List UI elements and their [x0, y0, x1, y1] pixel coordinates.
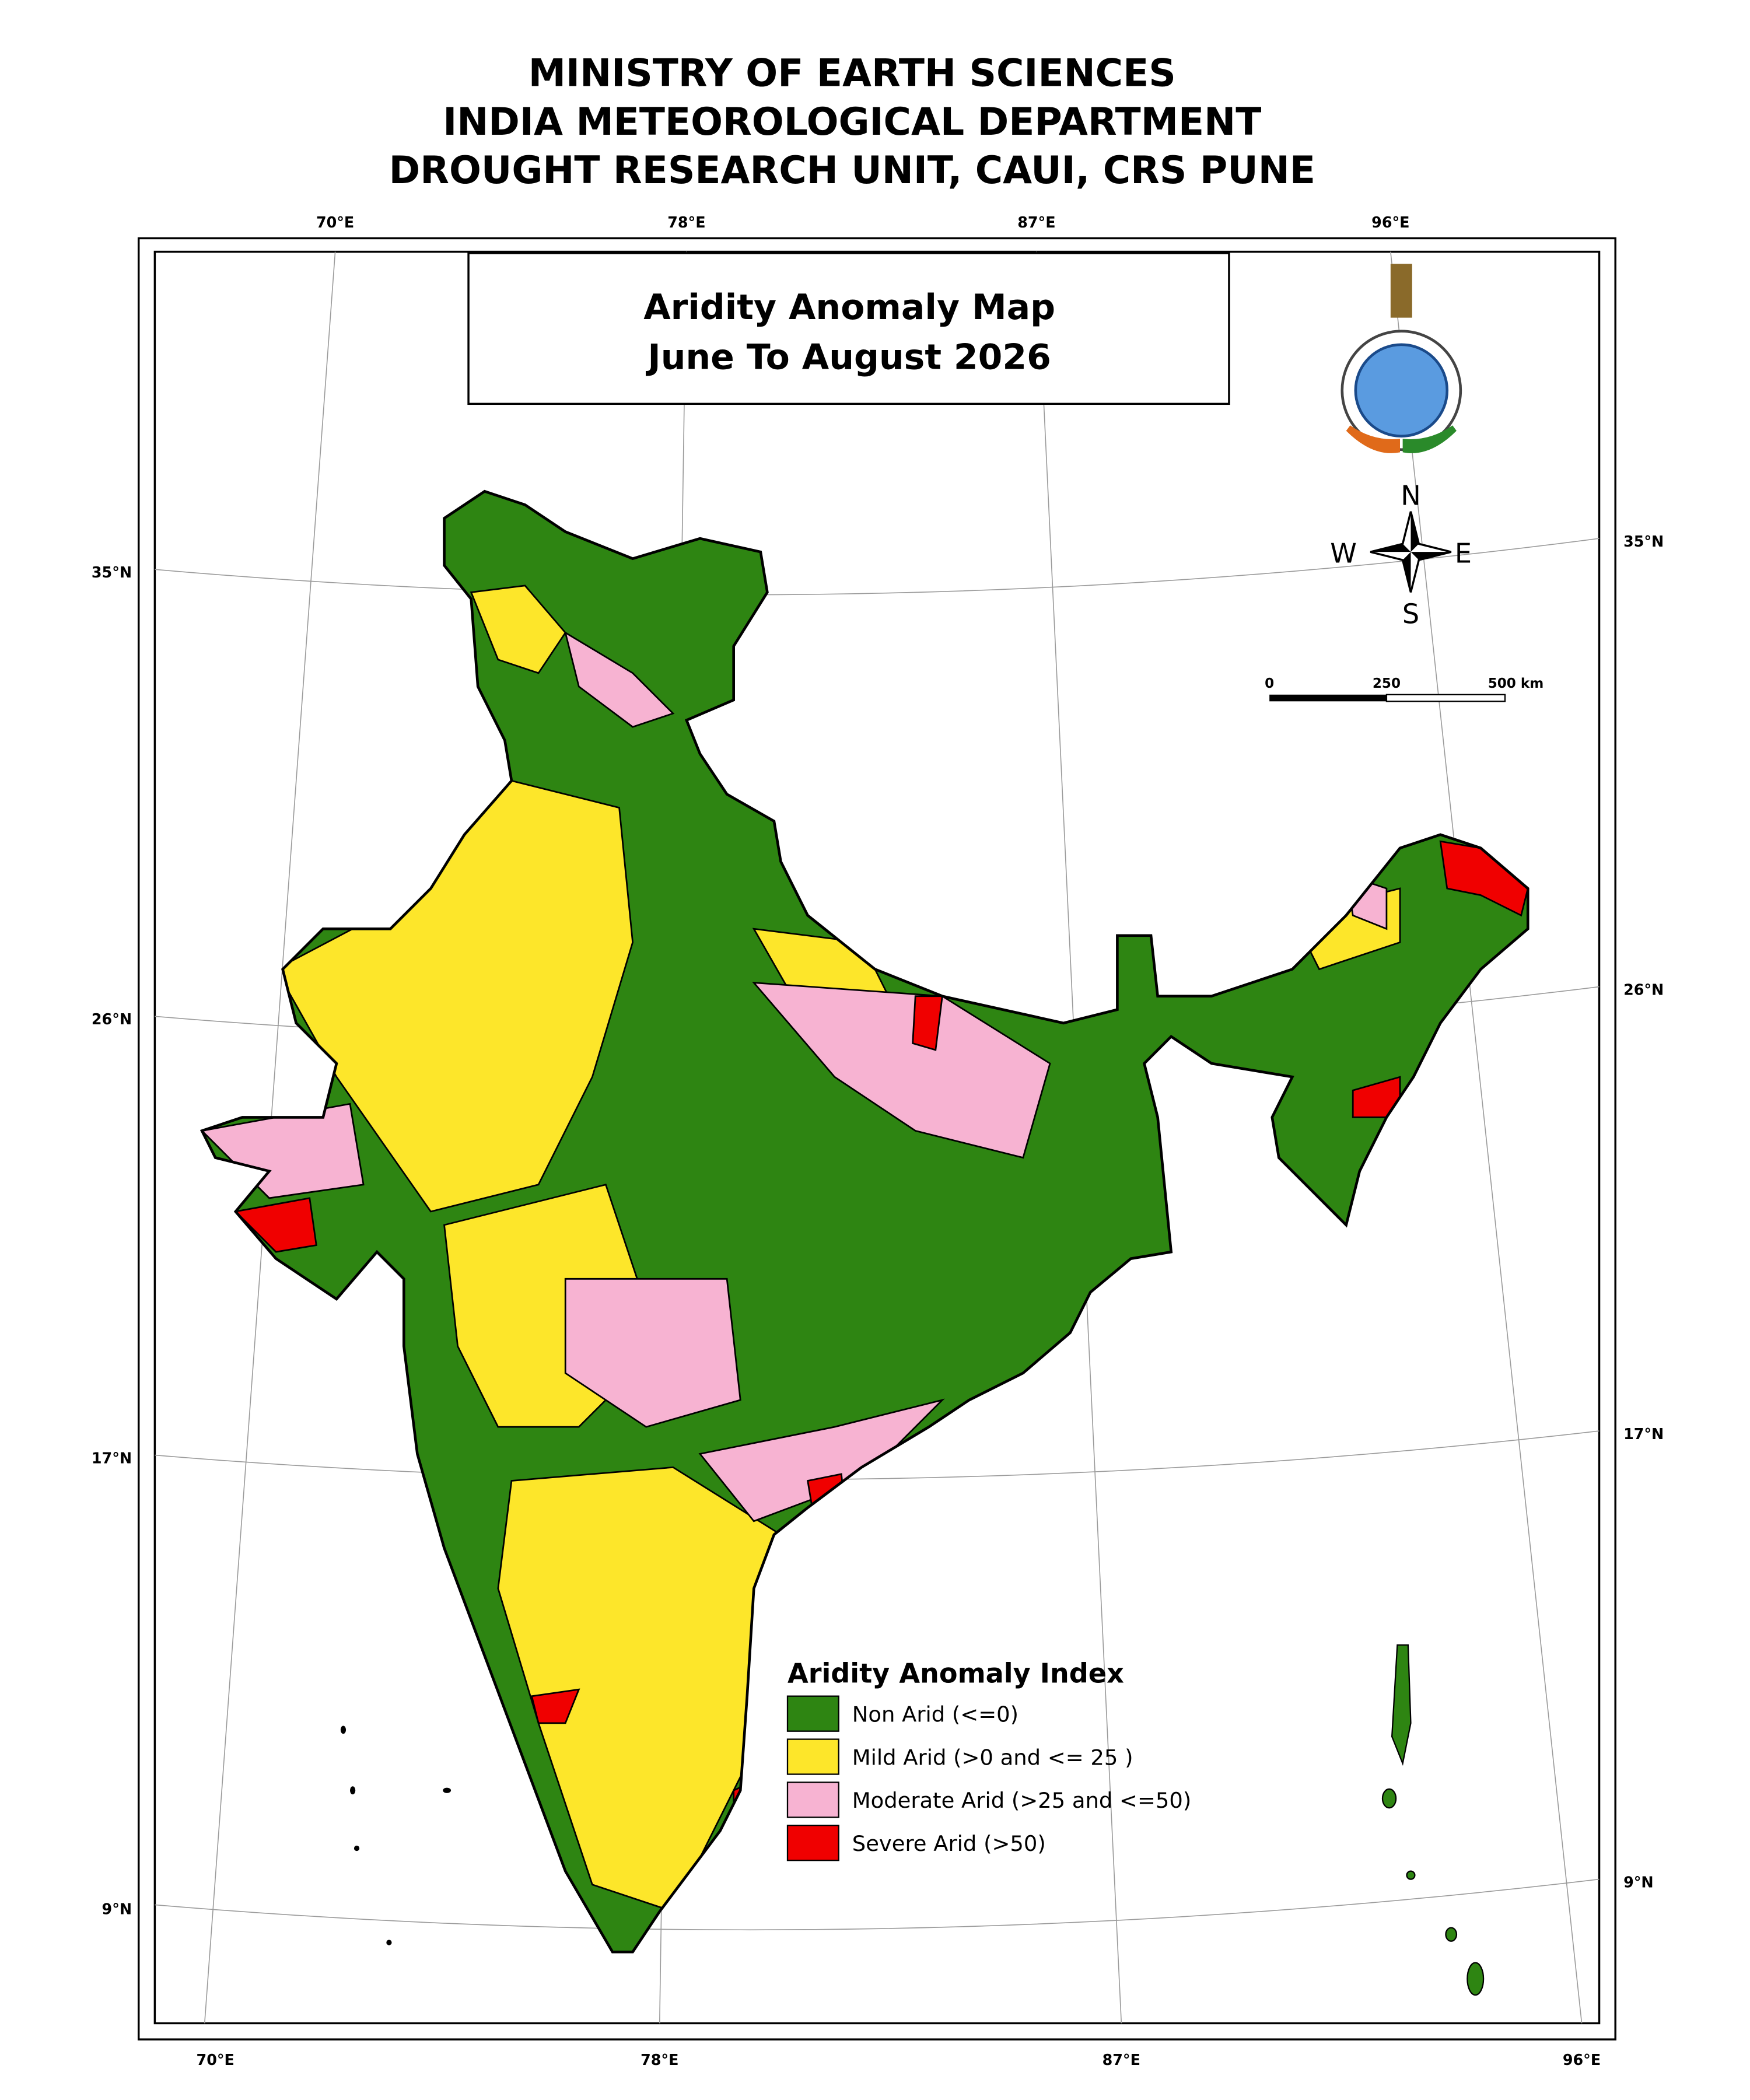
legend-label: Moderate Arid (>25 and <=50) [852, 1788, 1191, 1813]
india-map [200, 489, 1530, 1996]
india-outline [200, 489, 1530, 1954]
mild-arid-region [497, 1466, 782, 1913]
logo-ribbon [1346, 425, 1400, 453]
non-arid-region [202, 491, 1528, 1952]
header-line: INDIA METEOROLOGICAL DEPARTMENT [443, 100, 1261, 144]
island [1406, 1870, 1416, 1880]
island [386, 1940, 392, 1945]
mild-arid-region [470, 584, 566, 674]
legend-swatch [786, 1695, 839, 1732]
longitude-label: 96°E [1371, 214, 1409, 231]
latitude-label: 17°N [1623, 1425, 1664, 1443]
graticule-labels: 70°E 78°E 87°E 96°E 70°E 78°E 87°E 96°E 35°N 26°N… [92, 214, 1664, 2068]
imd-logo [1340, 264, 1462, 453]
parallel [155, 538, 1600, 596]
compass-w: W [1330, 538, 1357, 569]
moderate-arid-region [564, 1278, 741, 1428]
severe-arid-region [233, 1197, 317, 1253]
longitude-label: 96°E [1563, 2051, 1601, 2068]
parallel [155, 1878, 1600, 1931]
logo-globe [1354, 343, 1449, 438]
title-box [467, 252, 1230, 405]
legend-swatch [786, 1738, 839, 1775]
latitude-label: 26°N [92, 1010, 132, 1028]
inner-frame [153, 250, 1601, 2025]
severe-arid-region [530, 1688, 580, 1724]
latitude-label: 9°N [1623, 1873, 1654, 1891]
map-subtitle: June To August 2026 [645, 337, 1051, 377]
longitude-label: 78°E [640, 2051, 678, 2068]
legend-label: Mild Arid (>0 and <= 25 ) [852, 1745, 1133, 1770]
compass-s: S [1402, 598, 1419, 629]
island [350, 1786, 356, 1795]
logo-ribbon [1402, 425, 1457, 453]
latitude-label: 35°N [1623, 533, 1664, 550]
legend-title: Aridity Anomaly Index [788, 1658, 1124, 1689]
moderate-arid-region [698, 1398, 945, 1522]
longitude-label: 87°E [1017, 214, 1055, 231]
legend-label: Non Arid (<=0) [852, 1702, 1019, 1727]
longitude-label: 70°E [197, 2051, 235, 2068]
compass-n: N [1401, 480, 1421, 511]
scale-segment [1385, 694, 1506, 702]
scale-label: 0 [1265, 676, 1274, 691]
scale-label: 250 [1373, 676, 1401, 691]
longitude-label: 78°E [667, 214, 705, 231]
severe-arid-region [733, 1782, 750, 1845]
compass-e: E [1455, 538, 1472, 569]
header-line: MINISTRY OF EARTH SCIENCES [528, 52, 1176, 96]
latitude-label: 35°N [92, 564, 132, 581]
longitude-label: 87°E [1102, 2051, 1140, 2068]
latitude-label: 26°N [1623, 981, 1664, 998]
legend-swatch [786, 1782, 839, 1818]
meridian [1390, 251, 1583, 2024]
scale-segment [1269, 694, 1387, 702]
island [1381, 1788, 1397, 1809]
island [1391, 1644, 1412, 1766]
header-line: DROUGHT RESEARCH UNIT, CAUI, CRS PUNE [389, 149, 1315, 192]
legend-label: Severe Arid (>50) [852, 1831, 1046, 1856]
legend: Aridity Anomaly Index Non Arid (<=0) Mild… [786, 1658, 1191, 1861]
outer-frame [137, 237, 1616, 2041]
island [1466, 1962, 1485, 1996]
scale-bar: 0 250 500 km [1265, 676, 1544, 702]
legend-swatch [786, 1825, 839, 1861]
island [340, 1726, 346, 1734]
compass-star-shade [1370, 511, 1451, 593]
scale-label: 500 km [1488, 676, 1544, 691]
latitude-label: 9°N [102, 1901, 132, 1918]
compass: N E S W [1330, 480, 1472, 629]
latitude-label: 17°N [92, 1449, 132, 1466]
emblem [1390, 264, 1412, 318]
island [354, 1845, 360, 1852]
moderate-arid-region [564, 631, 675, 728]
longitude-label: 70°E [316, 214, 354, 231]
map-title: Aridity Anomaly Map [643, 287, 1055, 328]
severe-arid-region [912, 995, 943, 1051]
parallel [155, 1430, 1600, 1480]
island [443, 1787, 452, 1793]
island [1445, 1927, 1458, 1942]
